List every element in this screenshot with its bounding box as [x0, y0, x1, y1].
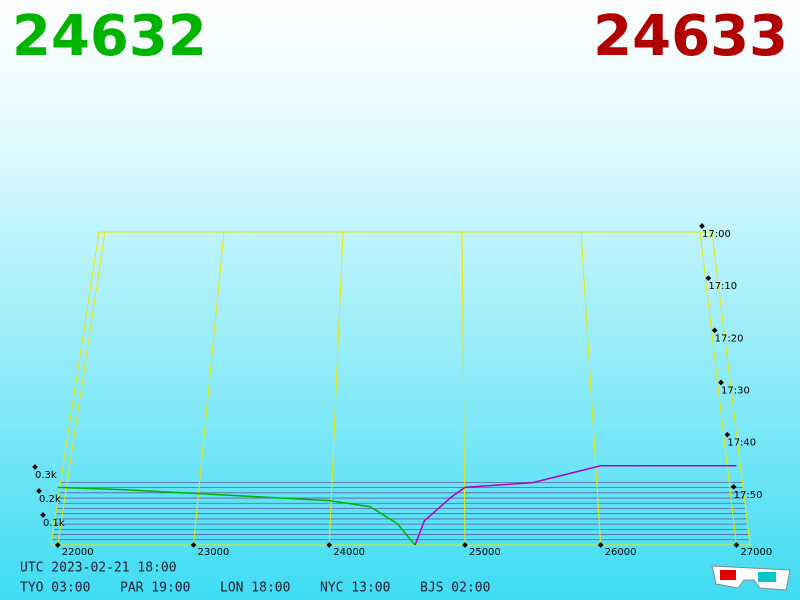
x-tick-label: 22000: [62, 547, 94, 558]
zone-time: PAR 19:00: [120, 581, 190, 596]
y-tick-label: 0.2k: [39, 494, 61, 505]
x-tick-label: 25000: [469, 547, 501, 558]
x-tick-label: 23000: [198, 547, 230, 558]
x-grid-line: [193, 231, 225, 546]
x-tick-label: 24000: [333, 547, 365, 558]
glasses-icon: [711, 565, 791, 591]
y-tick-mark: [36, 488, 42, 494]
time-tick-label: 17:10: [708, 281, 737, 292]
x-tick-label: 26000: [605, 547, 637, 558]
y-tick-label: 0.1k: [43, 518, 65, 529]
x-grid-line: [328, 231, 344, 546]
time-tick-mark: [724, 431, 731, 438]
zone-time: BJS 02:00: [420, 581, 490, 596]
x-grid-line: [699, 231, 737, 546]
time-tick-label: 17:20: [715, 333, 744, 344]
x-tick-mark: [190, 542, 197, 548]
x-grid-line: [57, 231, 106, 546]
zone-time: TYO 03:00: [20, 581, 90, 596]
time-tick-mark: [730, 484, 737, 490]
time-tick-mark: [711, 327, 718, 334]
x-tick-mark: [54, 542, 61, 548]
bid-price: 24632: [12, 4, 207, 69]
time-tick-label: 17:30: [721, 386, 750, 397]
y-tick-mark: [40, 512, 46, 518]
x-tick-label: 27000: [740, 547, 772, 558]
time-tick-label: 17:40: [727, 438, 756, 449]
time-tick-label: 17:00: [702, 229, 731, 240]
x-grid-line: [580, 231, 602, 546]
time-tick-mark: [705, 275, 712, 281]
ask-price: 24633: [593, 4, 788, 69]
time-tick-mark: [718, 379, 724, 386]
utc-time: UTC 2023-02-21 18:00: [20, 561, 177, 576]
time-tick-mark: [699, 223, 705, 229]
x-tick-mark: [733, 542, 740, 548]
x-tick-mark: [326, 542, 333, 548]
x-tick-mark: [462, 542, 468, 548]
x-tick-mark: [597, 542, 604, 548]
zone-time: NYC 13:00: [320, 581, 390, 596]
y-tick-mark: [32, 464, 38, 470]
floor: [50, 231, 751, 546]
y-tick-label: 0.3k: [35, 470, 57, 481]
x-grid-line: [461, 231, 466, 546]
depth-line: [414, 465, 737, 546]
depth-line: [57, 486, 416, 546]
time-tick-label: 17:50: [734, 490, 763, 501]
zone-time: LON 18:00: [220, 581, 290, 596]
